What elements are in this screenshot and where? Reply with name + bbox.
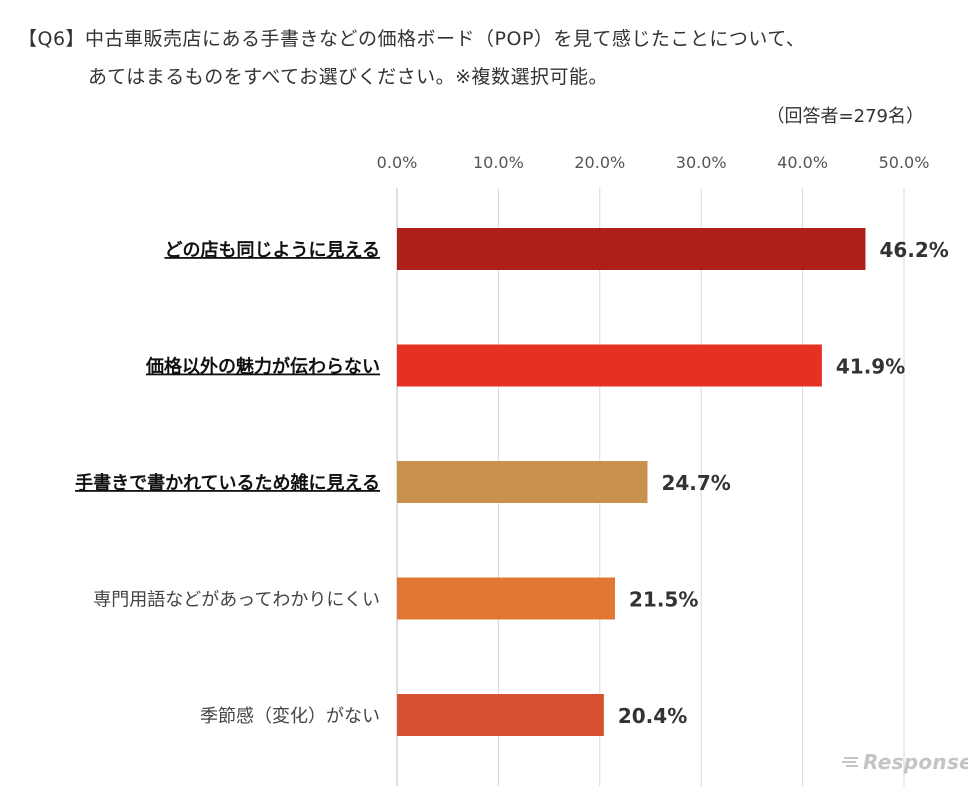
bar (397, 344, 822, 387)
data-label: 24.7% (661, 471, 730, 495)
x-tick-label: 40.0% (777, 153, 828, 172)
x-tick-label: 30.0% (676, 153, 727, 172)
category-label: 季節感（変化）がない (200, 706, 380, 727)
category-label: 手書きで書かれているため雑に見える (75, 472, 380, 494)
x-tick-label: 10.0% (473, 153, 524, 172)
chart-title-line-1: 【Q6】中古車販売店にある手書きなどの価格ボード（POP）を見て感じたことについ… (18, 28, 806, 50)
category-label: どの店も同じように見える (165, 239, 380, 261)
chart-title-line-2: あてはまるものをすべてお選びください。※複数選択可能。 (88, 66, 609, 88)
data-label: 20.4% (618, 704, 687, 728)
data-label: 41.9% (836, 355, 905, 379)
data-label: 21.5% (629, 588, 698, 612)
response-logo-icon (842, 757, 858, 767)
category-label: 専門用語などがあってわかりにくい (93, 590, 380, 611)
bar (397, 461, 648, 503)
x-tick-label: 0.0% (377, 153, 418, 172)
response-watermark: Response. (842, 750, 968, 774)
data-label: 46.2% (879, 238, 948, 262)
respondents-note: （回答者=279名） (766, 106, 924, 127)
bar (397, 694, 604, 736)
category-label: 価格以外の魅力が伝わらない (145, 356, 380, 378)
x-tick-label: 50.0% (879, 153, 930, 172)
x-tick-label: 20.0% (574, 153, 625, 172)
bar (397, 577, 616, 620)
watermark-text: Response. (863, 750, 968, 774)
bar (397, 228, 866, 270)
